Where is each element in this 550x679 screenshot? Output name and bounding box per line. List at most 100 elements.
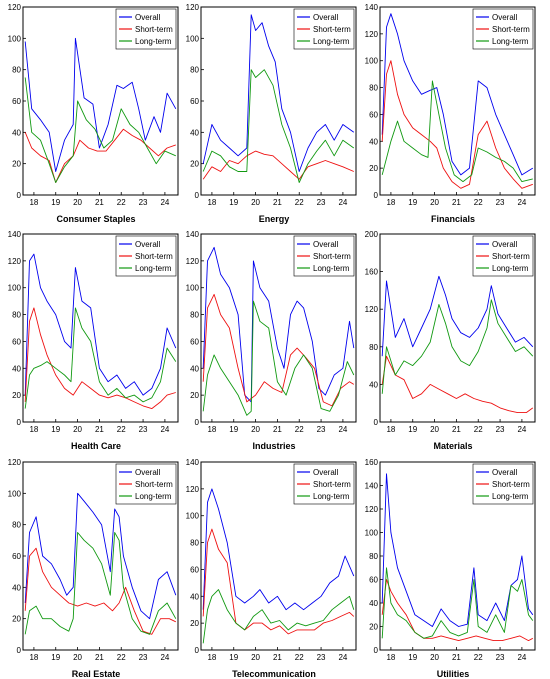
y-tick-label: 140 xyxy=(365,482,379,491)
series-line-overall xyxy=(24,37,177,172)
y-tick-label: 20 xyxy=(12,391,21,400)
y-tick-label: 120 xyxy=(365,505,379,514)
y-tick-label: 120 xyxy=(186,3,200,12)
x-tick-label: 22 xyxy=(474,425,483,434)
x-tick-label: 20 xyxy=(73,425,82,434)
legend xyxy=(293,463,355,505)
series-line-overall xyxy=(202,14,355,172)
chart-title: Materials xyxy=(433,441,473,451)
x-tick-label: 18 xyxy=(29,425,38,434)
y-tick-label: 40 xyxy=(190,364,199,373)
x-tick-label: 18 xyxy=(386,653,395,662)
y-tick-label: 80 xyxy=(12,311,21,320)
y-tick-label: 120 xyxy=(186,485,200,494)
chart-title: Industries xyxy=(252,441,296,451)
chart-panel-utilities: 0 20 40 60 80 100 120 140 160 18 19 20 21 22 23 24 Overa… xyxy=(365,458,541,679)
series-line-long-term xyxy=(202,300,355,416)
x-tick-label: 22 xyxy=(295,653,304,662)
y-tick-label: 20 xyxy=(12,160,21,169)
x-tick-label: 24 xyxy=(160,198,169,207)
y-tick-label: 140 xyxy=(365,3,379,12)
series-line-overall xyxy=(381,275,534,357)
x-tick-label: 22 xyxy=(295,198,304,207)
chart-title: Telecommunication xyxy=(232,669,316,679)
legend-entry: Short-term xyxy=(492,25,530,34)
series-line-long-term xyxy=(381,80,533,183)
chart-svg: 0 20 40 60 80 100 120 140 18 19 20 21 22 23 24 Overall S… xyxy=(186,230,357,434)
legend-entry: Long-term xyxy=(492,37,529,46)
x-tick-label: 24 xyxy=(338,425,347,434)
x-tick-label: 19 xyxy=(408,198,417,207)
x-tick-label: 20 xyxy=(73,198,82,207)
chart-title: Health Care xyxy=(70,441,122,451)
y-tick-label: 120 xyxy=(8,458,22,467)
x-tick-label: 19 xyxy=(408,653,417,662)
y-tick-label: 40 xyxy=(369,137,378,146)
x-tick-label: 22 xyxy=(474,198,483,207)
x-tick-label: 21 xyxy=(273,425,282,434)
series-line-overall xyxy=(24,253,177,396)
y-tick-label: 0 xyxy=(195,418,200,427)
chart-panel-health-care: 0 20 40 60 80 100 120 140 18 19 20 21 22 23 24 Overall S… xyxy=(8,230,184,451)
x-tick-label: 19 xyxy=(51,198,60,207)
x-tick-label: 24 xyxy=(517,653,526,662)
y-tick-label: 60 xyxy=(190,97,199,106)
y-tick-label: 80 xyxy=(12,66,21,75)
x-tick-label: 19 xyxy=(51,653,60,662)
chart-panel-real-estate: 0 20 40 60 80 100 120 18 19 20 21 22 23 24 Overall Shor… xyxy=(8,458,184,679)
x-tick-label: 20 xyxy=(251,653,260,662)
legend-entry: Short-term xyxy=(313,252,351,261)
series-line-short-term xyxy=(381,355,534,414)
legend-entry: Short-term xyxy=(135,25,173,34)
x-tick-label: 19 xyxy=(229,653,238,662)
x-tick-label: 21 xyxy=(95,198,104,207)
x-tick-label: 24 xyxy=(517,198,526,207)
chart-title: Financials xyxy=(430,214,475,224)
y-tick-label: 0 xyxy=(374,191,379,200)
y-tick-label: 80 xyxy=(369,552,378,561)
y-tick-label: 20 xyxy=(369,623,378,632)
y-tick-label: 80 xyxy=(190,539,199,548)
x-tick-label: 22 xyxy=(117,198,126,207)
series-line-short-term xyxy=(202,528,355,635)
x-tick-label: 22 xyxy=(117,653,126,662)
chart-panel-industries: 0 20 40 60 80 100 120 140 18 19 20 21 22 23 24 Overall S… xyxy=(186,230,362,451)
legend-entry: Long-term xyxy=(313,37,350,46)
series-line-overall xyxy=(24,492,177,620)
legend-entry: Overall xyxy=(492,13,518,22)
x-tick-label: 21 xyxy=(273,198,282,207)
legend-entry: Short-term xyxy=(135,480,173,489)
x-tick-label: 24 xyxy=(338,653,347,662)
series-line-short-term xyxy=(381,579,534,642)
y-tick-label: 140 xyxy=(186,230,200,239)
x-tick-label: 23 xyxy=(496,425,505,434)
x-tick-label: 18 xyxy=(386,198,395,207)
y-tick-label: 160 xyxy=(365,458,379,467)
x-tick-label: 21 xyxy=(452,198,461,207)
chart-svg: 0 20 40 60 80 100 120 140 160 18 19 20 21 22 23 24 Overa… xyxy=(365,458,536,662)
y-tick-label: 40 xyxy=(190,592,199,601)
x-tick-label: 20 xyxy=(251,198,260,207)
series-line-short-term xyxy=(24,307,176,410)
legend-entry: Long-term xyxy=(313,264,350,273)
chart-panel-financials: 0 20 40 60 80 100 120 140 18 19 20 21 22 23 24 Overall S… xyxy=(365,3,541,224)
y-tick-label: 140 xyxy=(186,458,200,467)
y-tick-label: 60 xyxy=(190,565,199,574)
legend-entry: Short-term xyxy=(492,480,530,489)
series-line-long-term xyxy=(381,299,534,394)
series-line-overall xyxy=(202,246,355,403)
legend-entry: Short-term xyxy=(313,480,351,489)
x-tick-label: 24 xyxy=(517,425,526,434)
y-tick-label: 20 xyxy=(190,391,199,400)
y-tick-label: 100 xyxy=(186,512,200,521)
x-tick-label: 23 xyxy=(317,198,326,207)
y-tick-label: 20 xyxy=(369,164,378,173)
y-tick-label: 160 xyxy=(365,268,379,277)
legend-entry: Long-term xyxy=(135,492,172,501)
legend xyxy=(472,8,534,50)
y-tick-label: 120 xyxy=(186,257,200,266)
chart-svg: 0 20 40 60 80 100 120 18 19 20 21 22 23 24 Overall Shor… xyxy=(8,458,179,662)
series-line-long-term xyxy=(381,567,534,639)
x-tick-label: 19 xyxy=(229,425,238,434)
chart-panel-materials: 0 40 80 120 160 200 18 19 20 21 22 23 24 Overall Short… xyxy=(365,230,541,451)
